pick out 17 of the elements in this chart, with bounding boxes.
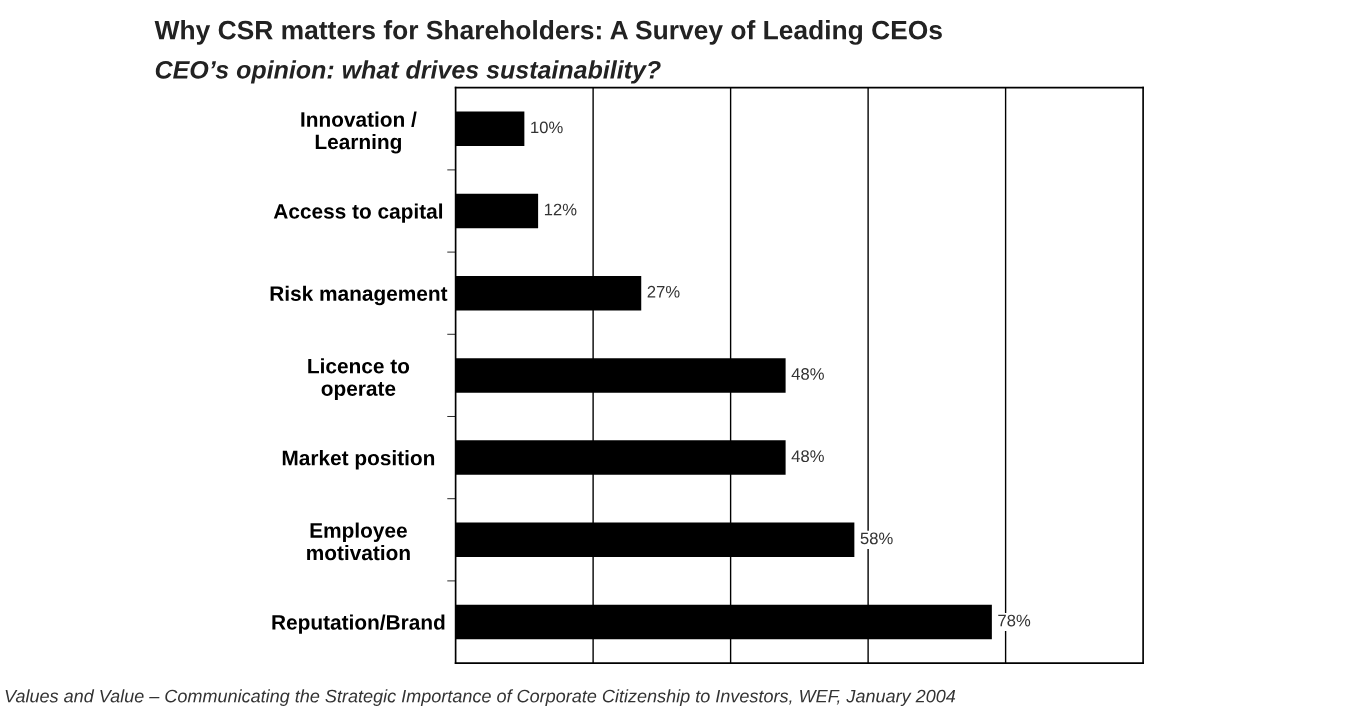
chart-title: Why CSR matters for Shareholders: A Survey of Leading CEOs xyxy=(154,20,942,45)
data-label: 10% xyxy=(531,121,563,134)
data-label: 78% xyxy=(998,614,1031,627)
data-label: 58% xyxy=(860,532,893,545)
chart-subtitle: CEO’s opinion: what drives sustainability? xyxy=(155,60,661,84)
y-tick-label: Reputation/Brand xyxy=(272,614,445,634)
data-label: 48% xyxy=(791,450,824,463)
y-tick-label: Market position xyxy=(282,450,435,470)
y-tick-label: Innovation / Learning xyxy=(301,111,417,154)
data-label: 27% xyxy=(647,285,680,298)
data-label: 12% xyxy=(544,203,577,216)
y-tick-label: Licence to operate xyxy=(308,358,410,400)
text: Values and Value – Communicating the Strategic Importance of Corporate Citizenship to Investors, WEF, January 2004 xyxy=(5,689,956,707)
data-label: 48% xyxy=(791,368,824,380)
y-tick-label: Risk management xyxy=(270,285,448,306)
y-tick-label: Employee motivation xyxy=(307,522,410,561)
y-tick-label: Access to capital xyxy=(273,203,443,223)
